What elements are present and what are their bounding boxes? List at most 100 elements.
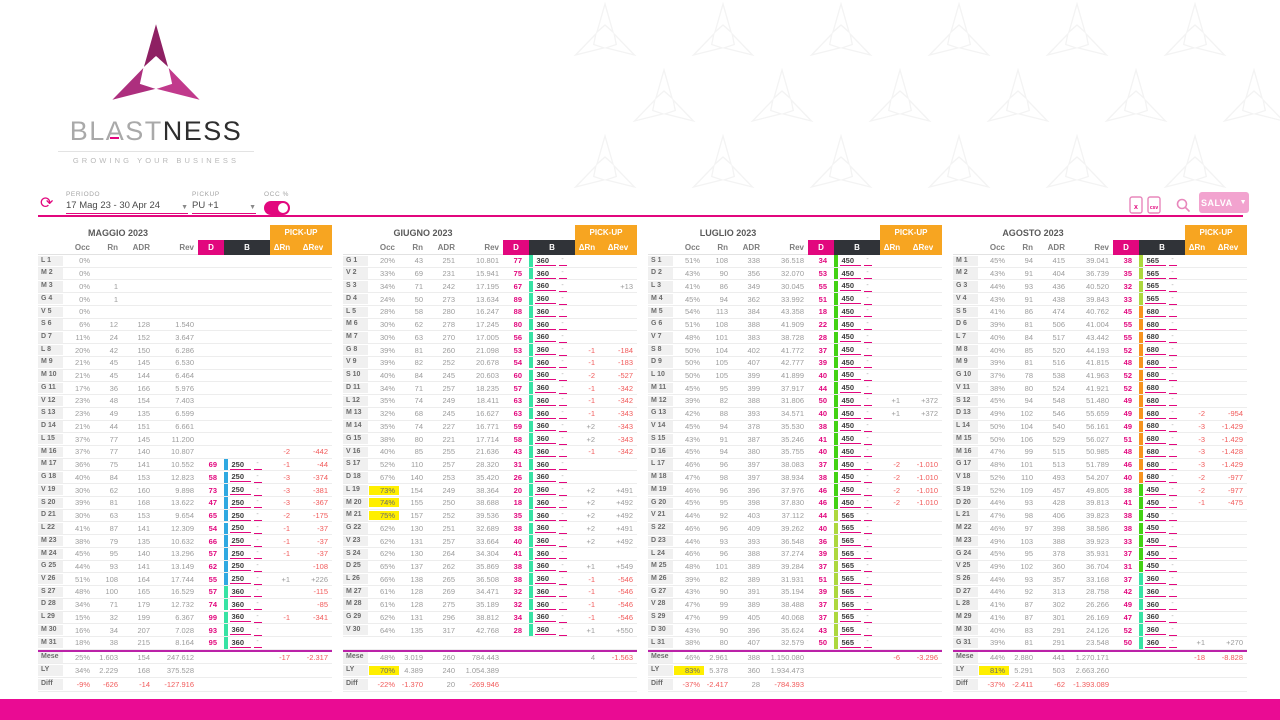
b-secondary-input[interactable]: - — [558, 536, 567, 547]
b-value-input[interactable]: 360 — [534, 587, 556, 597]
b-secondary-input[interactable]: - — [558, 612, 567, 623]
b-value-input[interactable]: 680 — [1144, 358, 1166, 368]
b-secondary-input[interactable]: - — [558, 306, 567, 318]
b-secondary-input[interactable]: - — [253, 561, 262, 572]
b-value-input[interactable]: 565 — [839, 549, 861, 559]
b-secondary-input[interactable]: - — [1168, 306, 1177, 318]
b-secondary-input[interactable]: - — [1168, 612, 1177, 623]
b-secondary-input[interactable]: - — [863, 268, 872, 280]
b-secondary-input[interactable]: - — [558, 599, 567, 611]
b-secondary-input[interactable]: - — [253, 459, 262, 471]
b-secondary-input[interactable]: - — [1168, 574, 1177, 585]
b-secondary-input[interactable]: - — [558, 268, 567, 280]
b-secondary-input[interactable]: - — [1168, 421, 1177, 432]
b-secondary-input[interactable]: - — [558, 332, 567, 343]
b-value-input[interactable]: 250 — [229, 549, 251, 559]
b-value-input[interactable]: 450 — [839, 485, 861, 496]
b-secondary-input[interactable]: - — [1168, 395, 1177, 407]
b-value-input[interactable]: 680 — [1144, 447, 1166, 457]
pickup-select[interactable]: PICKUP PU +1 ▼ — [192, 191, 256, 214]
b-secondary-input[interactable]: - — [558, 370, 567, 381]
b-secondary-input[interactable]: - — [558, 281, 567, 292]
b-secondary-input[interactable]: - — [253, 625, 262, 636]
b-value-input[interactable]: 360 — [534, 511, 556, 521]
b-value-input[interactable]: 680 — [1144, 434, 1166, 445]
b-secondary-input[interactable]: - — [253, 472, 262, 483]
b-value-input[interactable]: 250 — [229, 561, 251, 572]
b-secondary-input[interactable]: - — [1168, 637, 1177, 649]
b-secondary-input[interactable]: - — [863, 485, 872, 496]
b-secondary-input[interactable]: - — [1168, 434, 1177, 445]
b-value-input[interactable]: 360 — [1144, 625, 1166, 636]
b-secondary-input[interactable]: - — [558, 357, 567, 369]
b-secondary-input[interactable]: - — [253, 612, 262, 623]
b-value-input[interactable]: 450 — [1144, 511, 1166, 521]
b-value-input[interactable]: 360 — [534, 409, 556, 419]
b-value-input[interactable]: 680 — [1144, 307, 1166, 317]
b-secondary-input[interactable]: - — [1168, 319, 1177, 331]
b-secondary-input[interactable]: - — [253, 485, 262, 496]
b-value-input[interactable]: 360 — [534, 498, 556, 508]
b-value-input[interactable]: 680 — [1144, 396, 1166, 406]
b-secondary-input[interactable]: - — [863, 536, 872, 547]
b-secondary-input[interactable]: - — [558, 472, 567, 483]
b-secondary-input[interactable]: - — [558, 421, 567, 432]
b-value-input[interactable]: 450 — [839, 269, 861, 279]
b-secondary-input[interactable]: - — [863, 434, 872, 445]
b-value-input[interactable]: 360 — [534, 447, 556, 457]
b-value-input[interactable]: 360 — [534, 472, 556, 483]
b-secondary-input[interactable]: - — [863, 306, 872, 318]
b-value-input[interactable]: 565 — [839, 625, 861, 636]
b-value-input[interactable]: 450 — [839, 358, 861, 368]
b-secondary-input[interactable]: - — [863, 383, 872, 394]
b-value-input[interactable]: 360 — [534, 625, 556, 636]
b-secondary-input[interactable]: - — [1168, 536, 1177, 547]
b-value-input[interactable]: 450 — [839, 383, 861, 394]
b-value-input[interactable]: 250 — [229, 485, 251, 496]
b-value-input[interactable]: 250 — [229, 574, 251, 585]
b-value-input[interactable]: 565 — [839, 561, 861, 572]
b-secondary-input[interactable]: - — [558, 383, 567, 394]
b-value-input[interactable]: 565 — [1144, 256, 1166, 266]
b-secondary-input[interactable]: - — [863, 625, 872, 636]
b-secondary-input[interactable]: - — [1168, 485, 1177, 496]
b-value-input[interactable]: 360 — [534, 600, 556, 610]
b-value-input[interactable]: 360 — [229, 638, 251, 648]
b-value-input[interactable]: 360 — [229, 625, 251, 636]
b-secondary-input[interactable]: - — [558, 485, 567, 496]
b-secondary-input[interactable]: - — [253, 510, 262, 522]
b-value-input[interactable]: 360 — [1144, 638, 1166, 648]
b-value-input[interactable]: 680 — [1144, 383, 1166, 394]
b-value-input[interactable]: 680 — [1144, 320, 1166, 330]
b-value-input[interactable]: 360 — [534, 434, 556, 445]
b-value-input[interactable]: 450 — [1144, 523, 1166, 534]
b-secondary-input[interactable]: - — [558, 523, 567, 534]
b-secondary-input[interactable]: - — [863, 497, 872, 509]
b-secondary-input[interactable]: - — [558, 574, 567, 585]
export-csv-icon[interactable]: csv — [1146, 196, 1162, 214]
b-value-input[interactable]: 680 — [1144, 421, 1166, 432]
b-secondary-input[interactable]: - — [1168, 548, 1177, 560]
b-secondary-input[interactable]: - — [863, 459, 872, 471]
b-value-input[interactable]: 360 — [534, 332, 556, 343]
b-value-input[interactable]: 450 — [839, 320, 861, 330]
b-secondary-input[interactable]: - — [863, 395, 872, 407]
b-value-input[interactable]: 450 — [1144, 536, 1166, 547]
b-secondary-input[interactable]: - — [253, 574, 262, 585]
b-secondary-input[interactable]: - — [1168, 586, 1177, 598]
search-icon[interactable] — [1175, 197, 1191, 213]
b-secondary-input[interactable]: - — [558, 255, 567, 267]
b-value-input[interactable]: 360 — [534, 345, 556, 355]
b-value-input[interactable]: 250 — [229, 460, 251, 470]
b-secondary-input[interactable]: - — [1168, 268, 1177, 280]
b-value-input[interactable]: 360 — [229, 612, 251, 623]
b-secondary-input[interactable]: - — [863, 472, 872, 483]
b-secondary-input[interactable]: - — [558, 446, 567, 458]
b-secondary-input[interactable]: - — [1168, 281, 1177, 292]
b-secondary-input[interactable]: - — [863, 357, 872, 369]
b-value-input[interactable]: 565 — [839, 612, 861, 623]
salva-button[interactable]: SALVA ▼ — [1199, 192, 1249, 213]
b-secondary-input[interactable]: - — [863, 281, 872, 292]
b-secondary-input[interactable]: - — [1168, 408, 1177, 420]
b-value-input[interactable]: 450 — [839, 460, 861, 470]
